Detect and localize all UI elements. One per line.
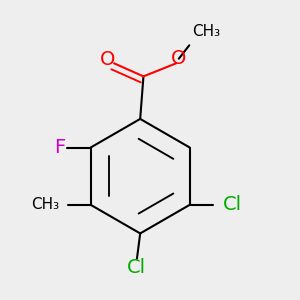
Text: O: O [171, 49, 187, 68]
Text: CH₃: CH₃ [193, 24, 221, 39]
Text: F: F [54, 138, 65, 157]
Text: Cl: Cl [128, 258, 146, 277]
Text: O: O [100, 50, 115, 69]
Text: Cl: Cl [223, 195, 242, 214]
Text: CH₃: CH₃ [32, 197, 59, 212]
